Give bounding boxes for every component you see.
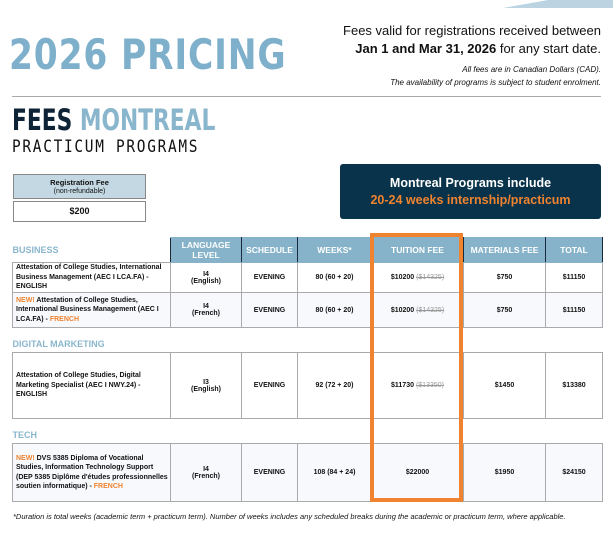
schedule-cell: EVENING (241, 262, 298, 293)
footnote: *Duration is total weeks (academic term … (13, 512, 566, 521)
page-title: 2026 PRICING (9, 30, 287, 79)
schedule-cell: EVENING (241, 443, 298, 502)
materials-cell: $1950 (463, 443, 546, 502)
col-language: LANGUAGE LEVEL (170, 237, 242, 263)
level-cell: I3 (English) (170, 352, 242, 419)
tuition-cell: $22000 (371, 443, 464, 502)
materials-cell: $750 (463, 262, 546, 293)
materials-cell: $750 (463, 292, 546, 328)
validity-text: Fees valid for registrations received be… (343, 22, 601, 58)
schedule-cell: EVENING (241, 292, 298, 328)
registration-sub: (non-refundable) (53, 188, 106, 195)
weeks-cell: 80 (60 + 20) (297, 292, 372, 328)
section-title: FEES MONTREAL (12, 104, 215, 136)
total-cell: $11150 (545, 262, 603, 293)
section-digital-marketing: DIGITAL MARKETING (12, 327, 603, 353)
tuition-cell: $10200 ($14325) (371, 292, 464, 328)
currency-note: All fees are in Canadian Dollars (CAD). (462, 65, 601, 74)
registration-label: Registration Fee (50, 178, 109, 187)
pricing-table: BUSINESS LANGUAGE LEVEL SCHEDULE WEEKS* … (12, 237, 603, 502)
total-cell: $13380 (545, 352, 603, 419)
tuition-cell: $10200 ($14325) (371, 262, 464, 293)
availability-note: The availability of programs is subject … (390, 78, 601, 87)
promo-banner: Montreal Programs include 20-24 weeks in… (340, 164, 601, 219)
table-row: Attestation of College Studies, Digital … (12, 352, 603, 419)
promo-line1: Montreal Programs include (389, 176, 552, 190)
level-cell: I4 (French) (170, 292, 242, 328)
program-cell: NEW! DVS 5385 Diploma of Vocational Stud… (12, 443, 171, 502)
materials-cell: $1450 (463, 352, 546, 419)
col-schedule: SCHEDULE (241, 237, 298, 263)
weeks-cell: 80 (60 + 20) (297, 262, 372, 293)
city-word: MONTREAL (79, 103, 216, 137)
tuition-cell: $11730 ($13350) (371, 352, 464, 419)
col-tuition: TUITION FEE (371, 237, 464, 263)
weeks-cell: 92 (72 + 20) (297, 352, 372, 419)
total-cell: $24150 (545, 443, 603, 502)
validity-dates: Jan 1 and Mar 31, 2026 (355, 41, 497, 56)
fees-word: FEES (12, 103, 73, 137)
col-total: TOTAL (545, 237, 603, 263)
table-row: NEW! DVS 5385 Diploma of Vocational Stud… (12, 443, 603, 502)
registration-fee-value: $200 (13, 201, 146, 222)
section-subtitle: PRACTICUM PROGRAMS (12, 137, 200, 157)
decorative-swoosh (473, 0, 613, 8)
program-cell: Attestation of College Studies, Digital … (12, 352, 171, 419)
weeks-cell: 108 (84 + 24) (297, 443, 372, 502)
col-weeks: WEEKS* (297, 237, 372, 263)
section-business: BUSINESS (12, 237, 171, 263)
section-tech: TECH (12, 418, 603, 444)
level-cell: I4 (English) (170, 262, 242, 293)
table-header: BUSINESS LANGUAGE LEVEL SCHEDULE WEEKS* … (12, 237, 603, 263)
section-row: DIGITAL MARKETING (12, 327, 603, 353)
program-cell: Attestation of College Studies, Internat… (12, 262, 171, 293)
validity-rest: for any start date. (496, 41, 601, 56)
promo-line2: 20-24 weeks internship/practicum (370, 193, 571, 207)
level-cell: I4 (French) (170, 443, 242, 502)
validity-line1: Fees valid for registrations received be… (343, 23, 601, 38)
section-row: TECH (12, 418, 603, 444)
table-row: Attestation of College Studies, Internat… (12, 262, 603, 293)
program-cell: NEW! Attestation of College Studies, Int… (12, 292, 171, 328)
table-row: NEW! Attestation of College Studies, Int… (12, 292, 603, 328)
col-materials: MATERIALS FEE (463, 237, 546, 263)
divider (12, 96, 601, 97)
registration-fee-label: Registration Fee (non-refundable) (13, 174, 146, 199)
notes: All fees are in Canadian Dollars (CAD). … (390, 63, 601, 89)
schedule-cell: EVENING (241, 352, 298, 419)
total-cell: $11150 (545, 292, 603, 328)
